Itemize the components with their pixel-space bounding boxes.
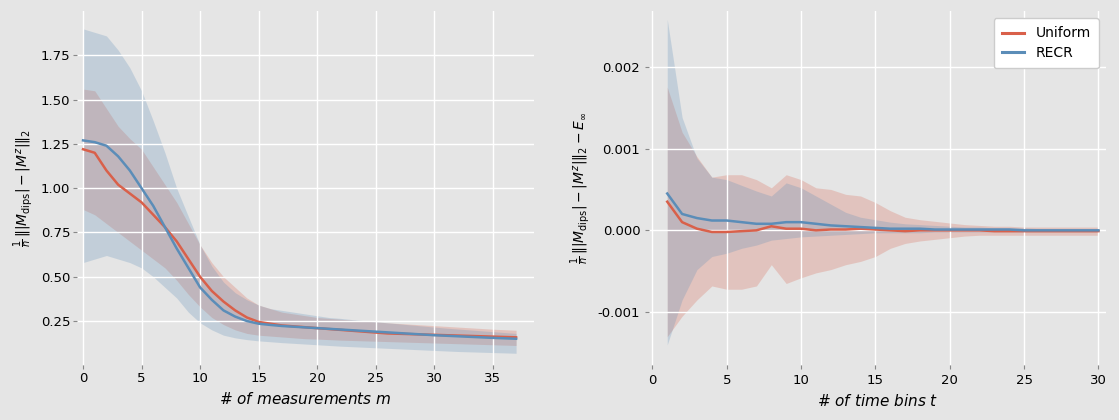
Legend: Uniform, RECR: Uniform, RECR [994, 18, 1099, 68]
X-axis label: # of time bins $t$: # of time bins $t$ [817, 393, 939, 409]
Y-axis label: $\frac{1}{n}\,\||M_{\mathrm{dips}}| - |M^z|\|_2$: $\frac{1}{n}\,\||M_{\mathrm{dips}}| - |M… [11, 129, 35, 247]
Y-axis label: $\frac{1}{n}\,\||M_{\mathrm{dips}}| - |M^z|\|_2 - E_\infty$: $\frac{1}{n}\,\||M_{\mathrm{dips}}| - |M… [568, 112, 592, 264]
X-axis label: # of measurements $m$: # of measurements $m$ [219, 391, 392, 407]
